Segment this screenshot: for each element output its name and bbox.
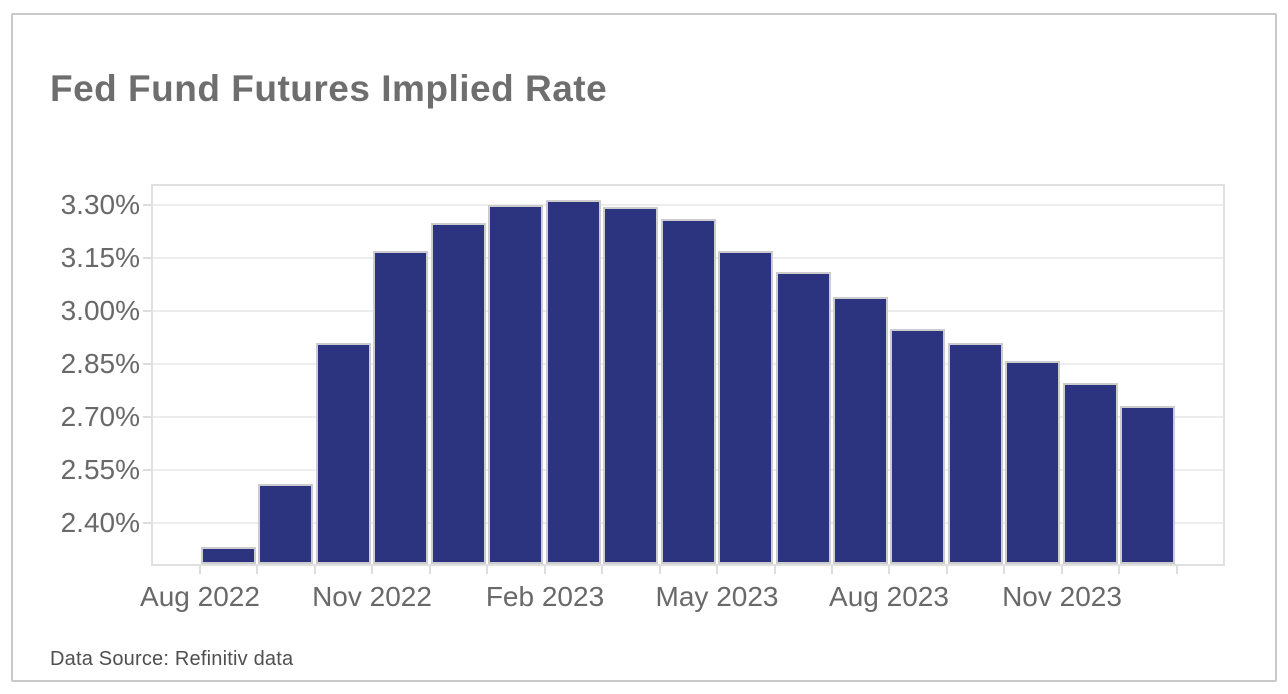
y-tick-mark xyxy=(143,204,151,206)
x-tick-mark xyxy=(1176,566,1178,574)
x-tick-mark xyxy=(1003,566,1005,574)
x-tick-mark xyxy=(544,566,546,574)
bar-dec-2023 xyxy=(1120,406,1175,564)
bar-jun-2023 xyxy=(776,272,831,564)
bar-nov-2022 xyxy=(373,251,428,564)
bar-oct-2022 xyxy=(316,343,371,564)
y-tick-label-3.00%: 3.00% xyxy=(60,295,140,326)
x-tick-mark xyxy=(314,566,316,574)
x-tick-mark xyxy=(716,566,718,574)
x-tick-mark xyxy=(1061,566,1063,574)
bar-nov-2023 xyxy=(1063,383,1118,564)
y-tick-label-3.15%: 3.15% xyxy=(60,242,140,273)
x-tick-mark xyxy=(831,566,833,574)
x-tick-mark xyxy=(946,566,948,574)
x-tick-label-may-2023: May 2023 xyxy=(655,581,779,612)
y-tick-label-3.30%: 3.30% xyxy=(60,189,140,220)
x-tick-mark xyxy=(199,566,201,574)
y-tick-label-2.70%: 2.70% xyxy=(60,401,140,432)
chart-card: Fed Fund Futures Implied Rate 3.30% 3.15%… xyxy=(11,13,1277,682)
x-tick-mark xyxy=(601,566,603,574)
bar-jan-2023 xyxy=(488,205,543,564)
y-tick-label-2.40%: 2.40% xyxy=(60,507,140,538)
source-note: Data Source: Refinitiv data xyxy=(50,648,294,670)
x-tick-mark xyxy=(371,566,373,574)
y-tick-label-2.55%: 2.55% xyxy=(60,454,140,485)
bar-jul-2023 xyxy=(833,297,888,564)
y-tick-mark xyxy=(143,416,151,418)
bar-sep-2023 xyxy=(948,343,1003,564)
x-tick-mark xyxy=(429,566,431,574)
y-tick-mark xyxy=(143,257,151,259)
x-tick-mark xyxy=(256,566,258,574)
x-tick-mark xyxy=(1118,566,1120,574)
bar-oct-2023 xyxy=(1005,361,1060,564)
x-tick-label-aug-2022: Aug 2022 xyxy=(140,581,260,612)
plot-area xyxy=(151,184,1225,566)
bar-aug-2022 xyxy=(201,547,256,564)
chart-title: Fed Fund Futures Implied Rate xyxy=(50,68,608,109)
bar-may-2023 xyxy=(718,251,773,564)
y-tick-mark xyxy=(143,522,151,524)
x-tick-label-aug-2023: Aug 2023 xyxy=(829,581,949,612)
bar-sep-2022 xyxy=(258,484,313,564)
bar-feb-2023 xyxy=(546,200,601,564)
bar-mar-2023 xyxy=(603,207,658,564)
x-tick-label-nov-2023: Nov 2023 xyxy=(1002,581,1122,612)
x-tick-label-nov-2022: Nov 2022 xyxy=(312,581,432,612)
bar-dec-2022 xyxy=(431,223,486,564)
x-tick-mark xyxy=(888,566,890,574)
gridline-3.30% xyxy=(153,204,1223,207)
x-tick-mark xyxy=(486,566,488,574)
y-tick-mark xyxy=(143,363,151,365)
bar-aug-2023 xyxy=(890,329,945,564)
x-tick-mark xyxy=(774,566,776,574)
y-tick-label-2.85%: 2.85% xyxy=(60,348,140,379)
bar-apr-2023 xyxy=(661,219,716,564)
x-tick-label-feb-2023: Feb 2023 xyxy=(485,581,605,612)
y-tick-mark xyxy=(143,310,151,312)
x-tick-mark xyxy=(659,566,661,574)
y-tick-mark xyxy=(143,469,151,471)
